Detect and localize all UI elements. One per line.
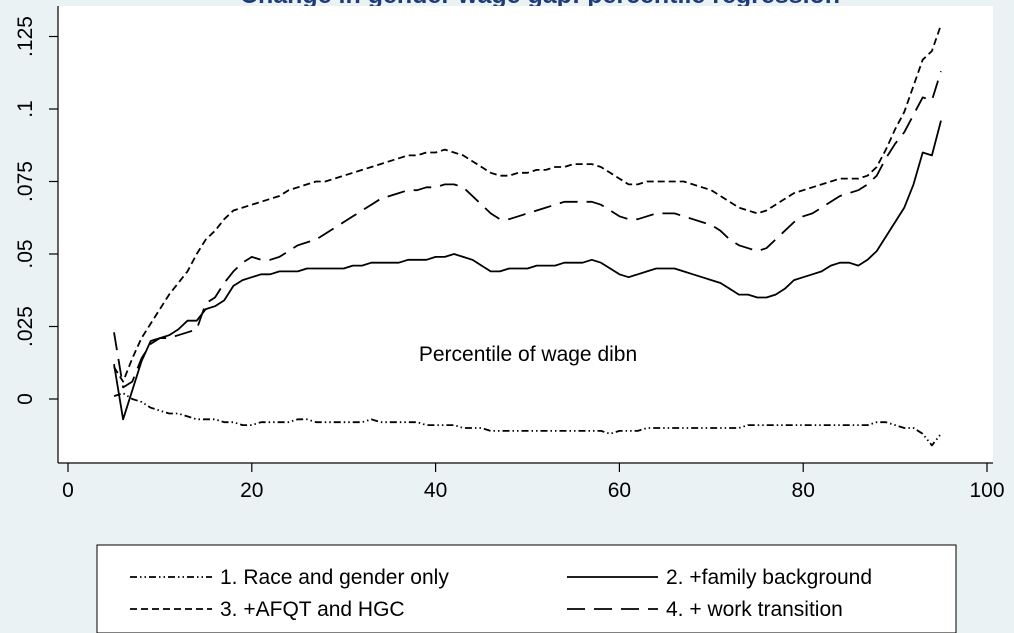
y-tick-label: .075 — [14, 161, 37, 202]
legend-label-2: 2. +family background — [666, 566, 872, 589]
legend-items: 1. Race and gender only 2. +family backgr… — [130, 566, 872, 621]
legend-label-3: 3. +AFQT and HGC — [220, 598, 405, 621]
chart-title: Change in gender wage gap: percentile re… — [240, 0, 840, 9]
legend-box — [96, 544, 957, 633]
x-tick-label: 80 — [792, 479, 815, 502]
series-line-4 — [113, 71, 942, 389]
axes: 0 20 40 60 80 100 0 .025 .05 .075 .1 .125 — [14, 6, 1005, 502]
y-tick-label: .05 — [14, 239, 37, 268]
x-tick-label: 60 — [608, 479, 631, 502]
x-axis-title: Percentile of wage dibn — [419, 343, 637, 366]
legend-label-4: 4. + work transition — [666, 598, 843, 621]
series-lines — [113, 24, 942, 447]
y-tick-label: 0 — [14, 393, 37, 405]
plot-area — [58, 6, 993, 464]
legend-label-1: 1. Race and gender only — [220, 566, 449, 589]
x-tick-label: 100 — [969, 479, 1004, 502]
x-tick-label: 0 — [62, 479, 74, 502]
y-tick-label: .025 — [14, 306, 37, 347]
series-line-1 — [113, 392, 942, 447]
x-tick-label: 20 — [240, 479, 263, 502]
x-tick-label: 40 — [424, 479, 447, 502]
y-tick-label: .125 — [14, 16, 37, 57]
series-line-2 — [113, 120, 942, 421]
legend: 1. Race and gender only 2. +family backgr… — [96, 544, 957, 633]
series-line-3 — [113, 24, 942, 383]
y-tick-label: .1 — [14, 100, 37, 118]
